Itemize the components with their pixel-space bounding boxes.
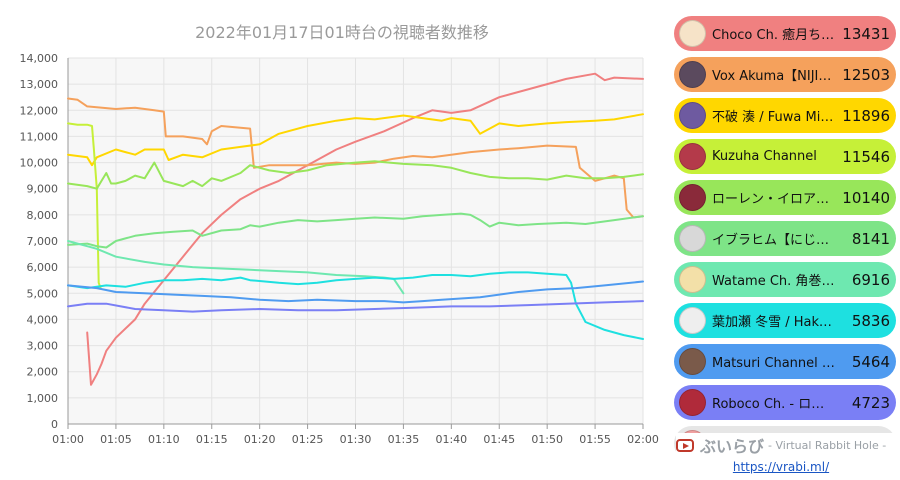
channel-avatar: [679, 61, 706, 88]
legend-viewer-count: 12503: [842, 65, 890, 84]
series-line: [67, 280, 644, 304]
channel-avatar: [679, 307, 706, 334]
legend-item[interactable]: Roboco Ch. - ロボ子 4723: [674, 385, 896, 420]
y-tick-label: 10,000: [20, 157, 59, 170]
legend-channel-name: Watame Ch. 角巻わため: [712, 274, 836, 289]
y-tick-label: 4,000: [27, 313, 59, 326]
legend-item[interactable]: 葉加瀬 冬雪 / Hakase Fuyuki【にじさんじ】 5836: [674, 303, 896, 338]
y-tick-label: 11,000: [20, 130, 59, 143]
x-tick-label: 01:15: [196, 433, 228, 446]
x-axis: 01:00 01:05 01:10 01:15 01:20 01:25 01:30 01:35…: [52, 423, 659, 446]
channel-avatar: [679, 266, 706, 293]
legend-channel-name: イブラヒム【にじさんじ】: [712, 233, 836, 248]
y-tick-label: 1,000: [27, 392, 59, 405]
x-tick-label: 01:10: [148, 433, 180, 446]
x-tick-label: 01:55: [579, 433, 611, 446]
brand-name: ぶいらび: [700, 437, 765, 456]
channel-avatar: [679, 184, 706, 211]
y-tick-label: 13,000: [20, 78, 59, 91]
footer: ぶいらび - Virtual Rabbit Hole - https://vra…: [676, 433, 898, 478]
legend-item[interactable]: Watame Ch. 角巻わため 6916: [674, 262, 896, 297]
legend-channel-name: ローレン・イロアス / Lauren Iroas【にじさんじ】: [712, 192, 836, 207]
series-lines: [67, 72, 644, 386]
legend-channel-name: Choco Ch. 癒月ちょこ: [712, 28, 836, 43]
y-tick-label: 3,000: [27, 340, 59, 353]
x-tick-label: 01:20: [244, 433, 276, 446]
line-chart: 2022年01月17日01時台の視聴者数推移 0 1,000 2,000 3,000 4…: [20, 23, 659, 446]
x-tick-label: 02:00: [627, 433, 659, 446]
legend: Choco Ch. 癒月ちょこ 13431 Vox Akuma【NIJISANJI …: [674, 16, 896, 461]
brand-tagline: - Virtual Rabbit Hole -: [768, 438, 887, 452]
y-tick-label: 5,000: [27, 287, 59, 300]
y-axis: 0 1,000 2,000 3,000 4,000 5,000 6,000 7,000 8,00…: [20, 52, 69, 431]
series-line: [67, 160, 644, 190]
y-tick-label: 7,000: [27, 235, 59, 248]
legend-item[interactable]: ローレン・イロアス / Lauren Iroas【にじさんじ】 10140: [674, 180, 896, 215]
site-link[interactable]: https://vrabi.ml/: [732, 460, 830, 474]
brand-row: ぶいらび - Virtual Rabbit Hole -: [676, 433, 898, 457]
x-tick-label: 01:00: [52, 433, 84, 446]
series-line: [67, 271, 644, 340]
chart-grid: [67, 57, 644, 425]
y-tick-label: 12,000: [20, 104, 59, 117]
channel-avatar: [679, 143, 706, 170]
x-tick-label: 01:50: [531, 433, 563, 446]
y-tick-label: 8,000: [27, 209, 59, 222]
legend-item[interactable]: 不破 湊 / Fuwa Minato【にじさんじ】 11896: [674, 98, 896, 133]
legend-channel-name: 不破 湊 / Fuwa Minato【にじさんじ】: [712, 110, 836, 125]
legend-item[interactable]: Matsuri Channel 夏色まつり 5464: [674, 344, 896, 379]
x-tick-label: 01:25: [292, 433, 324, 446]
legend-viewer-count: 5464: [851, 352, 890, 371]
series-line: [67, 122, 102, 290]
x-tick-label: 01:35: [388, 433, 420, 446]
legend-item[interactable]: Vox Akuma【NIJISANJI EN】 12503: [674, 57, 896, 92]
series-line: [67, 300, 644, 313]
y-tick-label: 14,000: [20, 52, 59, 65]
channel-avatar: [679, 348, 706, 375]
legend-item[interactable]: Choco Ch. 癒月ちょこ 13431: [674, 16, 896, 51]
legend-viewer-count: 8141: [851, 229, 890, 248]
y-tick-label: 6,000: [27, 261, 59, 274]
x-tick-label: 01:05: [100, 433, 132, 446]
legend-channel-name: Matsuri Channel 夏色まつり: [712, 356, 836, 371]
channel-avatar: [679, 20, 706, 47]
legend-viewer-count: 6916: [851, 270, 890, 289]
legend-viewer-count: 11546: [842, 147, 890, 166]
y-tick-label: 2,000: [27, 366, 59, 379]
legend-item[interactable]: Kuzuha Channel 11546: [674, 139, 896, 174]
channel-avatar: [679, 225, 706, 252]
youtube-play-icon: [676, 438, 694, 452]
x-tick-label: 01:30: [340, 433, 372, 446]
legend-viewer-count: 11896: [842, 106, 890, 125]
legend-channel-name: 葉加瀬 冬雪 / Hakase Fuyuki【にじさんじ】: [712, 315, 836, 330]
legend-item[interactable]: イブラヒム【にじさんじ】 8141: [674, 221, 896, 256]
legend-viewer-count: 4723: [851, 393, 890, 412]
legend-viewer-count: 10140: [842, 188, 890, 207]
legend-channel-name: Roboco Ch. - ロボ子: [712, 397, 836, 412]
channel-avatar: [679, 102, 706, 129]
legend-viewer-count: 5836: [851, 311, 890, 330]
y-tick-label: 9,000: [27, 183, 59, 196]
series-line: [67, 212, 644, 249]
x-tick-label: 01:45: [483, 433, 515, 446]
series-line: [67, 113, 644, 167]
legend-channel-name: Vox Akuma【NIJISANJI EN】: [712, 69, 836, 84]
legend-viewer-count: 13431: [842, 24, 890, 43]
series-line: [67, 97, 644, 219]
legend-channel-name: Kuzuha Channel: [712, 149, 817, 164]
chart-title: 2022年01月17日01時台の視聴者数推移: [195, 23, 489, 42]
y-tick-label: 0: [51, 418, 58, 431]
x-tick-label: 01:40: [435, 433, 467, 446]
channel-avatar: [679, 389, 706, 416]
